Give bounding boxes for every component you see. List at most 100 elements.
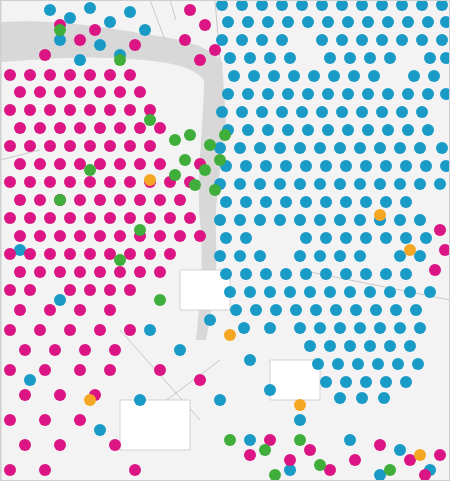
dot — [74, 414, 86, 426]
dot — [394, 444, 406, 456]
dot — [222, 16, 234, 28]
dot — [124, 324, 136, 336]
dot — [334, 214, 346, 226]
dot — [39, 414, 51, 426]
dot — [296, 106, 308, 118]
dot — [400, 268, 412, 280]
dot — [424, 52, 436, 64]
dot — [260, 268, 272, 280]
dot — [316, 0, 328, 11]
dot — [384, 340, 396, 352]
dot-series — [14, 0, 450, 481]
dot — [194, 230, 206, 242]
dot — [392, 358, 404, 370]
dot — [219, 129, 231, 141]
dot — [374, 178, 386, 190]
dot — [44, 304, 56, 316]
dot — [74, 122, 86, 134]
dot — [209, 184, 221, 196]
dot — [124, 104, 136, 116]
dot — [400, 376, 412, 388]
dot — [216, 106, 228, 118]
dot — [109, 439, 121, 451]
dot — [244, 286, 256, 298]
dot — [320, 268, 332, 280]
dot — [356, 106, 368, 118]
dot — [240, 268, 252, 280]
dot — [440, 88, 450, 100]
dot — [14, 304, 26, 316]
dot — [154, 158, 166, 170]
dot — [234, 214, 246, 226]
dot — [144, 324, 156, 336]
dot — [14, 86, 26, 98]
dot — [376, 0, 388, 11]
dot — [336, 106, 348, 118]
dot — [134, 158, 146, 170]
dot — [34, 266, 46, 278]
dot — [24, 69, 36, 81]
dot — [310, 304, 322, 316]
dot — [349, 454, 361, 466]
dot — [280, 160, 292, 172]
background — [0, 0, 450, 481]
dot — [336, 34, 348, 46]
dot — [240, 232, 252, 244]
dot — [4, 414, 16, 426]
dot — [400, 196, 412, 208]
dot — [396, 34, 408, 46]
dot — [154, 122, 166, 134]
dot — [254, 250, 266, 262]
dot — [294, 414, 306, 426]
dot — [354, 178, 366, 190]
dot — [328, 70, 340, 82]
dot-series — [4, 4, 450, 481]
dot — [264, 52, 276, 64]
dot — [238, 322, 250, 334]
dot — [284, 454, 296, 466]
dot — [434, 449, 446, 461]
dot — [134, 194, 146, 206]
dot — [34, 324, 46, 336]
dot — [314, 322, 326, 334]
dot — [104, 176, 116, 188]
dot — [384, 464, 396, 476]
dot — [416, 106, 428, 118]
dot — [340, 268, 352, 280]
dot-series — [84, 174, 426, 461]
dot — [242, 124, 254, 136]
dot — [4, 364, 16, 376]
dot — [144, 174, 156, 186]
dot — [84, 104, 96, 116]
dot — [439, 244, 450, 256]
dot — [54, 24, 66, 36]
dot — [324, 52, 336, 64]
dot — [242, 16, 254, 28]
dot — [199, 19, 211, 31]
dot — [14, 158, 26, 170]
dot — [416, 0, 428, 11]
dot — [44, 4, 56, 16]
street-grid — [120, 270, 320, 450]
dot — [222, 88, 234, 100]
dot — [334, 250, 346, 262]
dot — [422, 16, 434, 28]
dot — [334, 392, 346, 404]
dot — [300, 268, 312, 280]
dot — [332, 358, 344, 370]
dot — [348, 70, 360, 82]
dot — [109, 344, 121, 356]
dot — [362, 16, 374, 28]
dot — [354, 214, 366, 226]
dot — [376, 34, 388, 46]
dot — [104, 304, 116, 316]
dot — [280, 196, 292, 208]
dot — [314, 178, 326, 190]
dot — [384, 286, 396, 298]
dot — [199, 164, 211, 176]
dot — [64, 176, 76, 188]
dot — [124, 284, 136, 296]
dot — [248, 70, 260, 82]
dot — [396, 0, 408, 11]
dot — [64, 248, 76, 260]
